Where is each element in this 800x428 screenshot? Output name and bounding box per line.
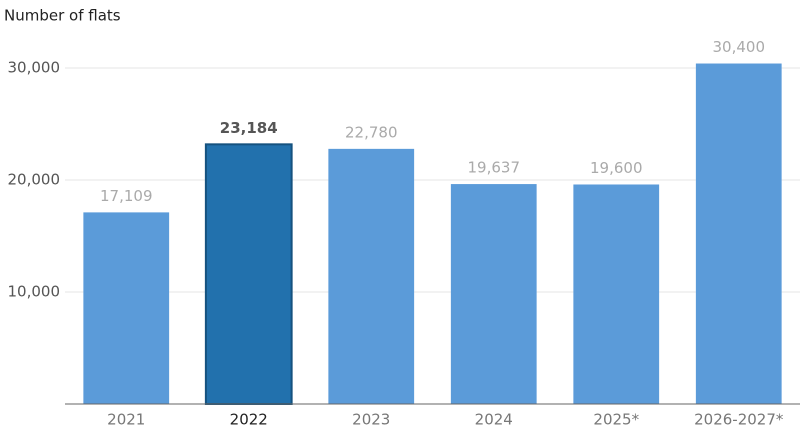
- bar: [83, 212, 170, 404]
- value-label: 17,109: [100, 187, 153, 205]
- value-label: 19,600: [590, 159, 643, 177]
- bar: [328, 148, 415, 404]
- x-tick-label: 2021: [107, 411, 145, 428]
- x-tick-label: 2025*: [593, 411, 639, 428]
- bar: [695, 63, 782, 405]
- x-tick-label: 2026-2027*: [694, 411, 784, 428]
- x-tick-label: 2023: [352, 411, 390, 428]
- value-label: 23,184: [220, 119, 278, 137]
- y-tick-label: 10,000: [8, 283, 61, 301]
- bar: [450, 184, 537, 404]
- value-label: 19,637: [468, 159, 521, 177]
- bar: [204, 143, 293, 405]
- bar: [573, 184, 660, 404]
- value-label: 22,780: [345, 123, 398, 141]
- y-tick-label: 30,000: [8, 59, 61, 77]
- chart-title: Number of flats: [4, 7, 121, 25]
- y-tick-label: 20,000: [8, 171, 61, 189]
- value-label: 30,400: [713, 38, 766, 56]
- x-tick-label: 2024: [475, 411, 513, 428]
- x-tick-label: 2022: [230, 411, 268, 428]
